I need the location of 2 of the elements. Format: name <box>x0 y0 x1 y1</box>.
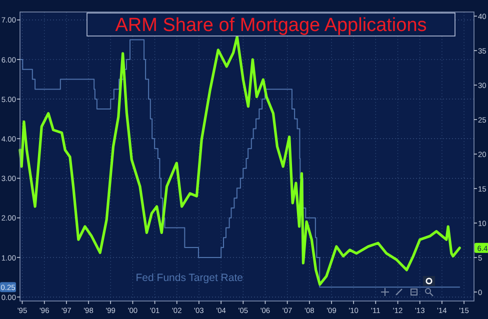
chart-title: ARM Share of Mortgage Applications <box>115 15 427 36</box>
text: Fed Funds Target Rate <box>136 272 244 284</box>
